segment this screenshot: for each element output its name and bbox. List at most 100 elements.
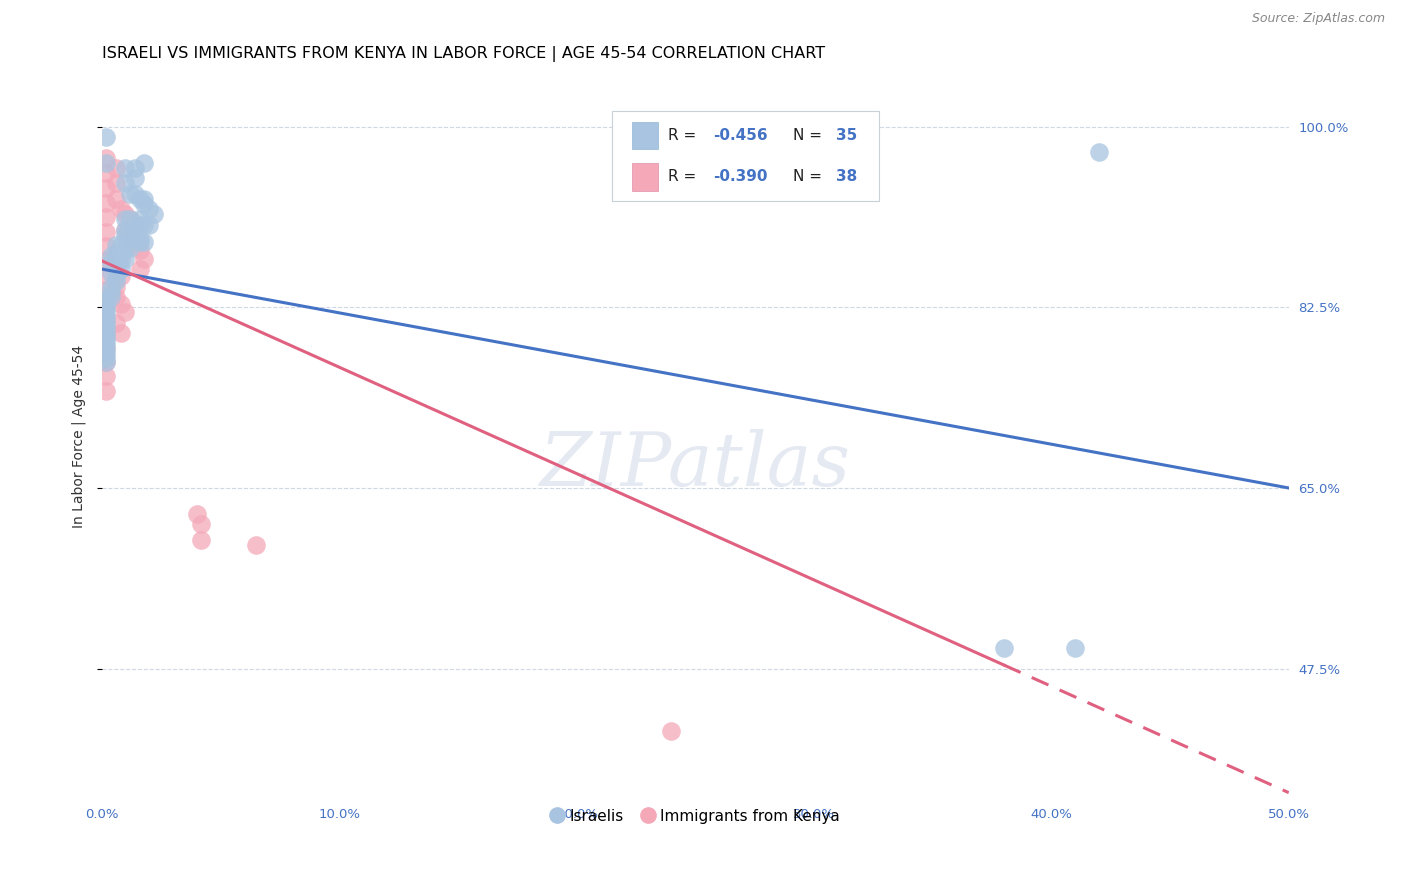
Text: 35: 35	[837, 128, 858, 143]
Point	[96, 322, 118, 336]
Point	[96, 311, 118, 326]
Point	[96, 369, 118, 384]
Text: ISRAELI VS IMMIGRANTS FROM KENYA IN LABOR FORCE | AGE 45-54 CORRELATION CHART: ISRAELI VS IMMIGRANTS FROM KENYA IN LABO…	[101, 46, 825, 62]
Point	[104, 192, 127, 206]
Point	[96, 355, 118, 369]
Point	[96, 293, 118, 307]
Point	[96, 351, 118, 365]
Point	[134, 197, 156, 211]
Point	[110, 297, 132, 311]
Point	[120, 227, 142, 242]
Point	[104, 279, 127, 293]
Point	[120, 212, 142, 227]
Point	[128, 233, 150, 247]
Point	[1088, 145, 1111, 160]
Point	[124, 161, 146, 175]
Point	[128, 212, 150, 227]
Point	[96, 181, 118, 195]
Point	[124, 186, 146, 201]
Point	[110, 326, 132, 340]
Text: -0.390: -0.390	[713, 169, 768, 185]
Text: Source: ZipAtlas.com: Source: ZipAtlas.com	[1251, 12, 1385, 25]
Point	[124, 235, 146, 250]
Point	[1064, 641, 1087, 656]
Point	[114, 207, 136, 221]
Point	[104, 161, 127, 175]
FancyBboxPatch shape	[633, 163, 658, 191]
Point	[104, 269, 127, 284]
Point	[104, 275, 127, 289]
Point	[96, 334, 118, 349]
Point	[104, 290, 127, 304]
Point	[138, 218, 160, 232]
Legend: Israelis, Immigrants from Kenya: Israelis, Immigrants from Kenya	[544, 803, 846, 830]
Point	[96, 166, 118, 180]
Point	[96, 343, 118, 357]
Point	[124, 231, 146, 245]
Point	[124, 223, 146, 237]
Point	[96, 318, 118, 332]
Point	[186, 507, 208, 521]
Point	[138, 202, 160, 216]
Point	[114, 252, 136, 266]
Point	[96, 326, 118, 340]
Point	[114, 223, 136, 237]
Text: ZIPatlas: ZIPatlas	[540, 429, 851, 501]
Point	[120, 227, 142, 242]
Point	[114, 227, 136, 242]
Point	[96, 338, 118, 352]
Y-axis label: In Labor Force | Age 45-54: In Labor Force | Age 45-54	[72, 345, 86, 528]
Point	[100, 290, 122, 304]
Point	[96, 314, 118, 328]
Point	[110, 269, 132, 284]
Point	[134, 252, 156, 266]
Point	[100, 249, 122, 263]
Point	[96, 305, 118, 319]
Point	[114, 177, 136, 191]
Point	[110, 238, 132, 252]
Point	[96, 151, 118, 165]
Point	[100, 256, 122, 270]
Point	[96, 211, 118, 225]
Text: N =: N =	[793, 128, 827, 143]
Point	[96, 129, 118, 144]
Point	[114, 241, 136, 255]
Point	[114, 212, 136, 227]
Point	[114, 305, 136, 319]
Point	[128, 192, 150, 206]
Point	[110, 262, 132, 277]
Point	[100, 285, 122, 299]
Point	[100, 279, 122, 293]
Point	[96, 384, 118, 398]
Point	[96, 239, 118, 253]
Point	[128, 218, 150, 232]
Point	[114, 223, 136, 237]
FancyBboxPatch shape	[633, 121, 658, 149]
Point	[128, 235, 150, 250]
Point	[110, 252, 132, 266]
Point	[142, 207, 165, 221]
Point	[993, 641, 1015, 656]
Text: R =: R =	[668, 128, 702, 143]
Point	[104, 238, 127, 252]
Text: 38: 38	[837, 169, 858, 185]
Point	[134, 155, 156, 169]
Point	[96, 341, 118, 355]
Point	[110, 202, 132, 216]
Point	[96, 268, 118, 283]
Point	[96, 297, 118, 311]
Point	[120, 241, 142, 255]
Point	[114, 161, 136, 175]
Point	[104, 316, 127, 330]
Point	[661, 723, 683, 738]
Text: -0.456: -0.456	[713, 128, 768, 143]
Point	[190, 517, 212, 532]
Point	[96, 283, 118, 297]
Point	[96, 253, 118, 268]
Point	[120, 186, 142, 201]
Point	[190, 533, 212, 547]
Point	[128, 244, 150, 258]
Point	[134, 218, 156, 232]
Point	[128, 262, 150, 277]
Point	[124, 171, 146, 186]
